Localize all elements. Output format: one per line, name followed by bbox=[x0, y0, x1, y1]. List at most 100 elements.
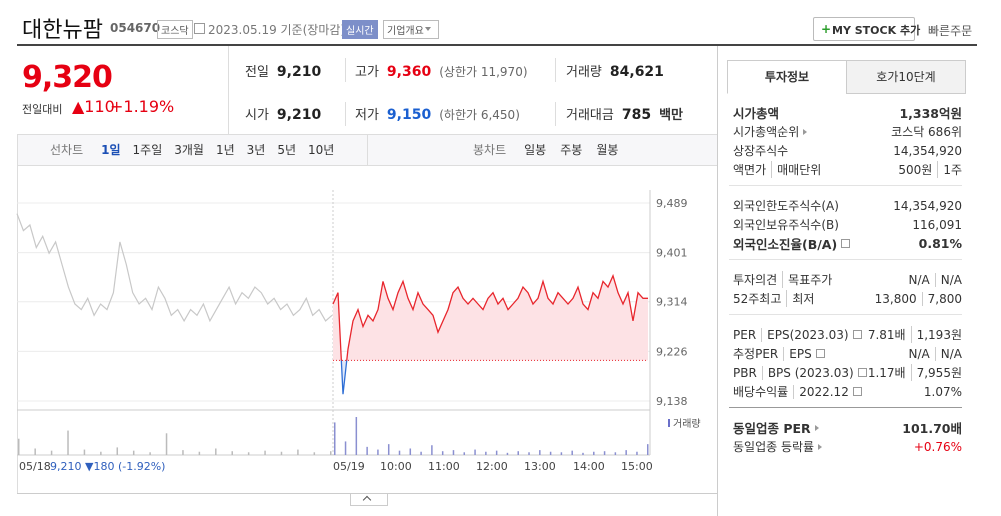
row-value: 7,955원 bbox=[910, 364, 962, 381]
row-labels: 52주최고 최저 bbox=[729, 290, 814, 307]
invest-row: 상장주식수 14,354,920 bbox=[729, 141, 962, 160]
volume-bar bbox=[297, 449, 299, 455]
summary-value: 785 bbox=[621, 107, 652, 123]
row-value: 코스닥 686위 bbox=[891, 125, 962, 139]
invest-row: 시가총액 1,338억원 bbox=[729, 103, 962, 122]
row-value: 14,354,920 bbox=[893, 143, 962, 158]
help-icon bbox=[852, 330, 862, 339]
row-label: 최저 bbox=[786, 290, 814, 307]
my-stock-label: MY STOCK 추가 bbox=[832, 24, 921, 37]
calendar-icon bbox=[194, 23, 205, 34]
volume-bar bbox=[366, 446, 368, 455]
arrow-icon bbox=[803, 128, 808, 135]
summary-value: 9,150 bbox=[386, 107, 432, 123]
period-tab[interactable]: 3개월 bbox=[174, 143, 204, 157]
volume-legend: 거래량 bbox=[673, 418, 701, 430]
x-tick-label: 15:00 bbox=[621, 460, 653, 473]
row-labels: 시가총액 bbox=[729, 103, 779, 122]
realtime-badge[interactable]: 실시간 bbox=[342, 20, 378, 39]
stock-code: 054670 bbox=[110, 21, 161, 35]
volume-bar bbox=[182, 450, 184, 455]
row-value: N/A bbox=[934, 272, 962, 287]
row-labels: 상장주식수 bbox=[729, 142, 788, 159]
previous-line bbox=[16, 213, 333, 323]
summary-cell: 고가 9,360 (상한가 11,970) bbox=[355, 61, 528, 80]
bottom-rule bbox=[17, 493, 717, 494]
summary-value: 9,210 bbox=[276, 64, 322, 80]
volume-bar bbox=[647, 444, 649, 455]
row-label: 외국인보유주식수(B) bbox=[733, 218, 839, 232]
company-info-button[interactable]: 기업개요 bbox=[383, 20, 439, 39]
previous-close: 9,210 ▼180 (-1.92%) bbox=[50, 460, 165, 473]
volume-bar bbox=[452, 450, 455, 455]
volume-bar bbox=[582, 452, 584, 455]
summary-cell: 전일 9,210 bbox=[245, 61, 321, 80]
volume-bar bbox=[485, 451, 487, 455]
market-badge: 코스닥 bbox=[157, 20, 193, 39]
volume-bar bbox=[409, 448, 412, 455]
row-label: 목표주가 bbox=[782, 271, 832, 288]
summary-cell: 거래대금 785 백만 bbox=[566, 104, 683, 123]
period-tab[interactable]: 1일 bbox=[101, 143, 121, 157]
row-values: 0.81% bbox=[919, 236, 962, 251]
chart: 9,138 9,226 9,314 9,401 9,489 거래량 05/18 05/19 10… bbox=[16, 190, 701, 473]
volume-bar bbox=[334, 422, 336, 455]
row-label: 추정PER bbox=[733, 347, 779, 361]
y-tick-label: 9,314 bbox=[656, 296, 688, 309]
candle-tab[interactable]: 주봉 bbox=[560, 143, 583, 157]
invest-list: 시가총액 1,338억원 시가총액순위 코스닥 686위 상장주식수 14,354,920… bbox=[729, 102, 962, 472]
row-label: 동일업종 PER bbox=[733, 421, 811, 436]
period-tab[interactable]: 5년 bbox=[277, 143, 297, 157]
header-rule bbox=[17, 44, 977, 46]
row-values: 500원 1주 bbox=[898, 161, 962, 178]
volume-bar bbox=[431, 445, 433, 455]
invest-row: 외국인한도주식수(A) 14,354,920 bbox=[729, 196, 962, 215]
candle-tab[interactable]: 월봉 bbox=[596, 143, 619, 157]
period-tab[interactable]: 1년 bbox=[215, 143, 235, 157]
summary-note: (하한가 6,450) bbox=[439, 108, 520, 122]
row-value: 500원 bbox=[898, 163, 933, 177]
stock-name: 대한뉴팜 bbox=[22, 18, 103, 43]
volume-bar bbox=[330, 451, 332, 455]
volume-bar bbox=[132, 450, 135, 455]
row-labels: 추정PER EPS bbox=[729, 345, 825, 362]
arrow-icon bbox=[818, 443, 823, 450]
candle-tab[interactable]: 일봉 bbox=[524, 143, 547, 157]
invest-group: 동일업종 PER 101.70배 동일업종 등락률 +0.76% bbox=[729, 417, 962, 463]
summary-cell: 거래량 84,621 bbox=[566, 61, 664, 80]
volume-legend-icon bbox=[668, 419, 670, 427]
row-label: EPS bbox=[783, 346, 812, 361]
volume-bar bbox=[571, 450, 573, 455]
row-label: 배당수익률 bbox=[733, 385, 789, 399]
divider bbox=[555, 58, 556, 82]
volume-bar bbox=[528, 452, 530, 455]
period-tab[interactable]: 3년 bbox=[246, 143, 266, 157]
my-stock-button[interactable] bbox=[813, 17, 915, 41]
row-value: +0.76% bbox=[913, 439, 962, 454]
x-tick-label: 10:00 bbox=[380, 460, 412, 473]
invest-row: 외국인소진율(B/A) 0.81% bbox=[729, 234, 962, 253]
summary-value: 84,621 bbox=[609, 64, 664, 80]
row-values: 14,354,920 bbox=[893, 144, 962, 158]
x-tick-label: 13:00 bbox=[524, 460, 556, 473]
row-value: 1,338억원 bbox=[899, 106, 962, 121]
invest-row: 추정PER EPS N/A N/A bbox=[729, 344, 962, 363]
period-tab[interactable]: 10년 bbox=[308, 143, 335, 157]
volume-bar bbox=[149, 452, 151, 455]
period-tab[interactable]: 1주일 bbox=[132, 143, 163, 157]
x-tick-label: 12:00 bbox=[476, 460, 508, 473]
row-value: 116,091 bbox=[912, 217, 962, 232]
invest-tab[interactable]: 투자정보 bbox=[727, 60, 847, 94]
row-label: 투자의견 bbox=[733, 273, 778, 287]
divider bbox=[367, 135, 368, 165]
volume-bar bbox=[603, 451, 606, 455]
collapse-button[interactable] bbox=[350, 494, 388, 506]
quick-order[interactable]: 빠른주문 bbox=[928, 24, 973, 38]
invest-tab[interactable]: 호가10단계 bbox=[846, 60, 966, 94]
row-label: PBR bbox=[733, 365, 757, 380]
volume-bar bbox=[264, 450, 266, 455]
row-label: 2022.12 bbox=[793, 384, 849, 399]
volume-bar bbox=[215, 448, 217, 455]
volume-bar bbox=[625, 450, 627, 455]
invest-row: PBR BPS (2023.03) 1.17배 7,955원 bbox=[729, 363, 962, 382]
